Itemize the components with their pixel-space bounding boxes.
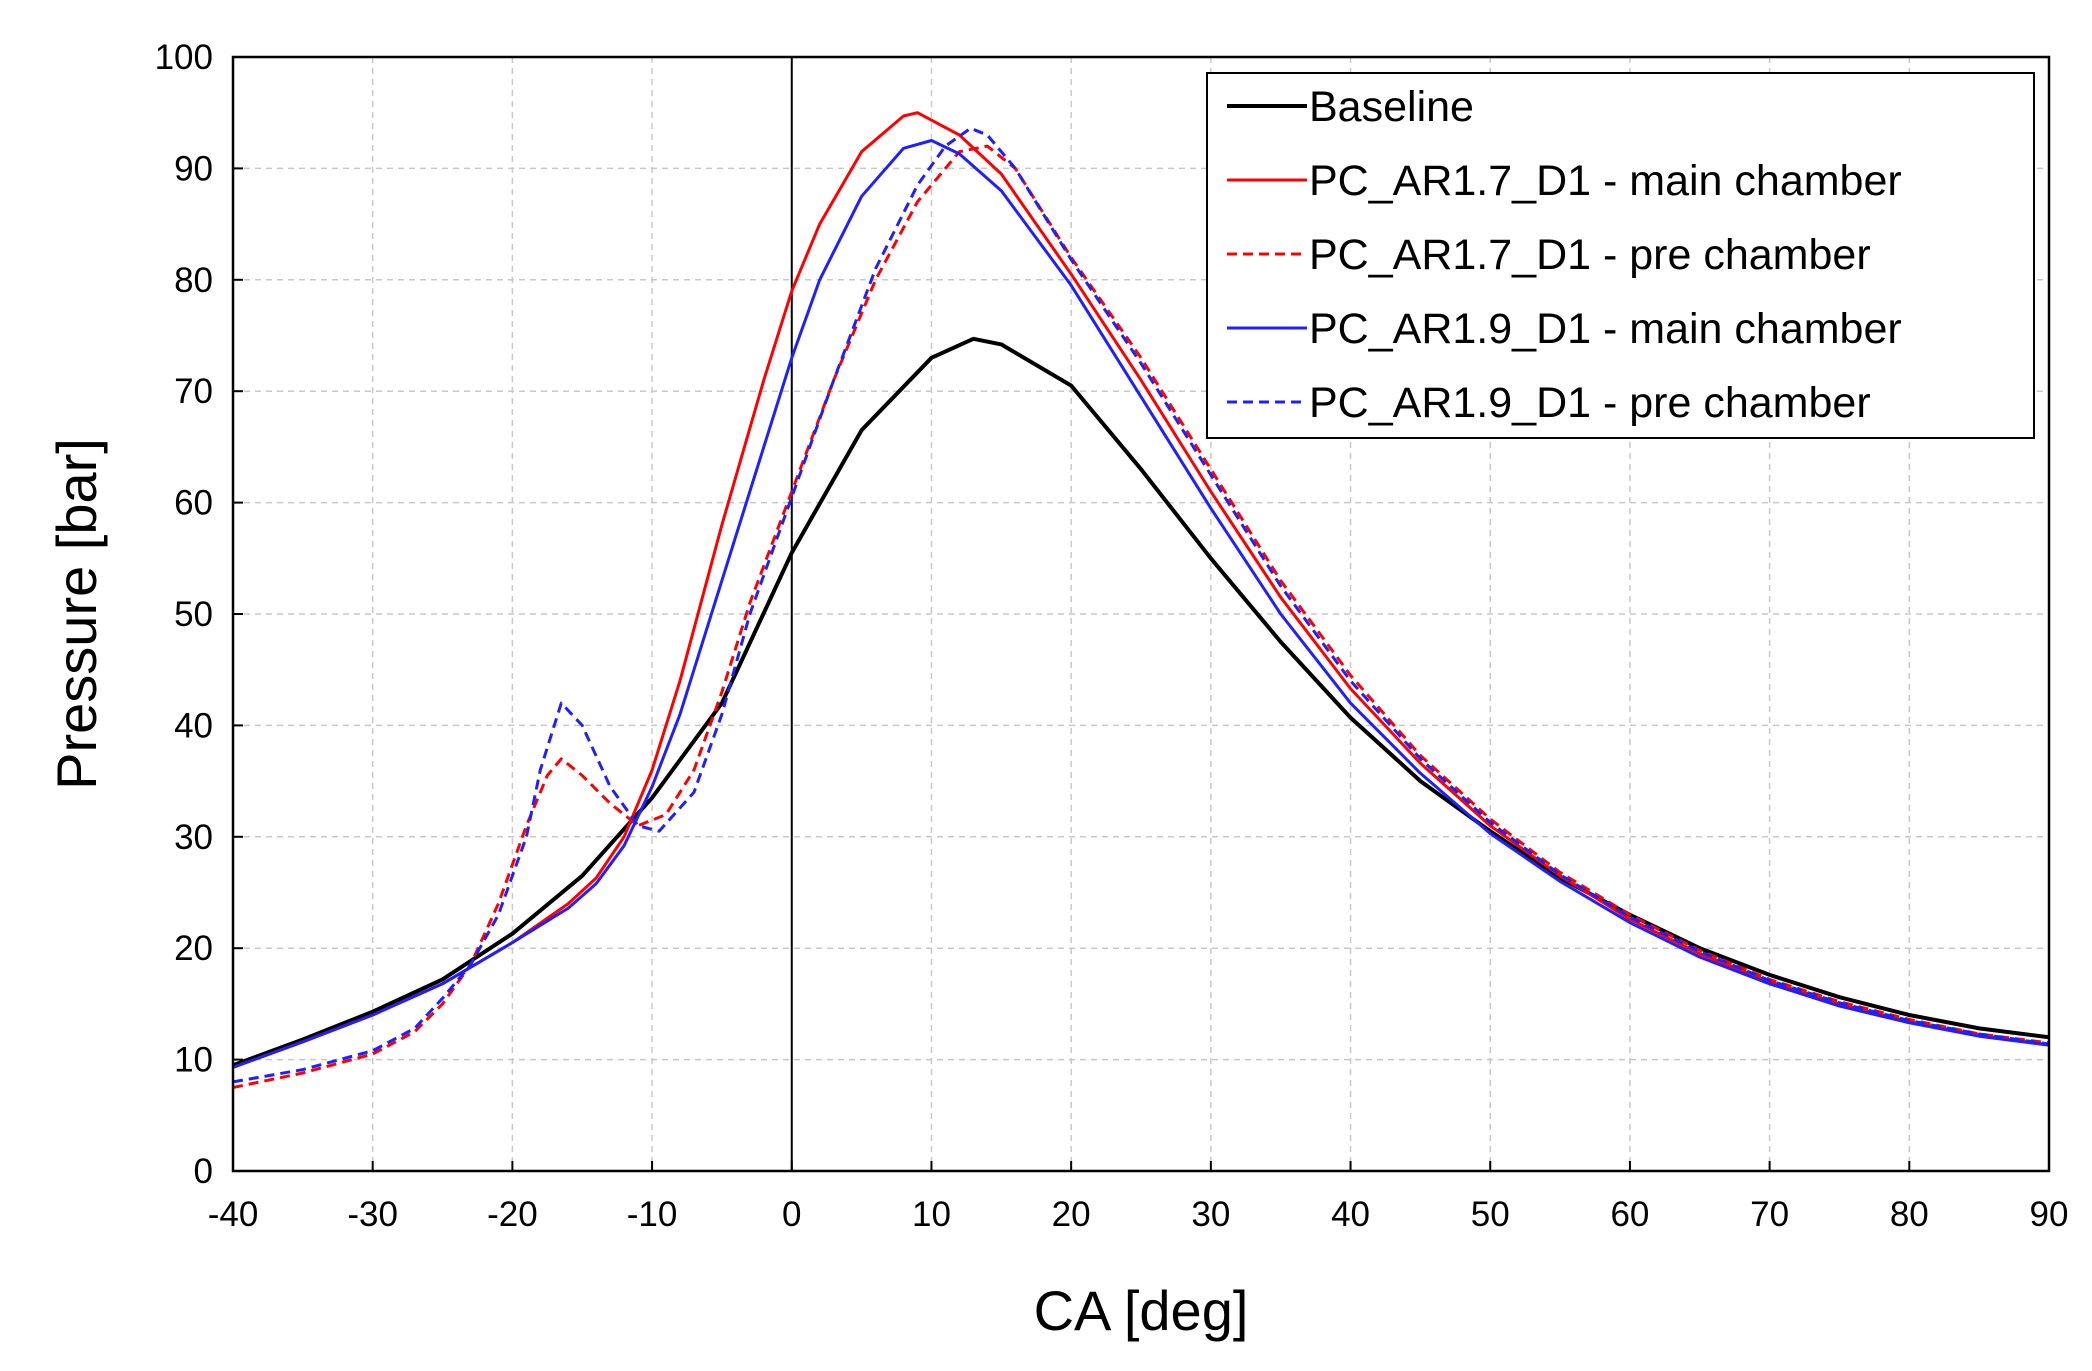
legend-label: PC_AR1.7_D1 - main chamber [1309,157,1902,205]
x-tick-label: 60 [1610,1195,1649,1234]
ticks: -40 -30 -20 -10 0 10 20 30 40 50 60 70 80 90 0 10 20 30 40… [155,38,2069,1234]
y-axis-title: Pressure [bar] [45,438,108,790]
x-tick-label: 90 [2030,1195,2069,1234]
y-tick-label: 70 [174,372,213,411]
y-tick-label: 40 [174,706,213,745]
grid [233,57,2049,1171]
x-tick-label: 70 [1750,1195,1789,1234]
legend-box [1206,72,2035,439]
legend-label: Baseline [1309,83,1474,131]
x-tick-label: 50 [1471,1195,1510,1234]
legend-label: PC_AR1.7_D1 - pre chamber [1309,231,1871,279]
y-tick-label: 20 [174,929,213,968]
legend-label: PC_AR1.9_D1 - pre chamber [1309,379,1871,427]
x-tick-label: -20 [487,1195,538,1234]
y-tick-label: 80 [174,261,213,300]
x-tick-label: 0 [782,1195,801,1234]
series-line-pc-ar1-9-d1-pre-chamber [233,126,2049,1084]
x-axis-title: CA [deg] [1034,1279,1249,1342]
series-line-pc-ar1-7-d1-pre-chamber [233,144,2049,1089]
x-tick-label: 80 [1890,1195,1929,1234]
series-line-baseline [233,336,2049,1068]
y-tick-label: 90 [174,149,213,188]
x-tick-label: -30 [347,1195,398,1234]
legend-label: PC_AR1.9_D1 - main chamber [1309,305,1902,353]
series-lines [233,111,2049,1089]
x-tick-label: -10 [627,1195,678,1234]
x-tick-label: 30 [1191,1195,1230,1234]
x-tick-label: -40 [208,1195,259,1234]
y-tick-label: 0 [194,1152,213,1191]
legend: Baseline PC_AR1.7_D1 - main chamber PC_AR1… [1206,72,2035,439]
series-line-pc-ar1-7-d1-main-chamber [233,111,2049,1069]
x-tick-label: 40 [1331,1195,1370,1234]
x-tick-label: 20 [1052,1195,1091,1234]
y-tick-label: 100 [155,38,213,77]
y-tick-label: 30 [174,818,213,857]
y-tick-label: 10 [174,1041,213,1080]
x-tick-label: 10 [912,1195,951,1234]
y-tick-label: 60 [174,484,213,523]
series-line-pc-ar1-9-d1-main-chamber [233,139,2049,1069]
y-tick-label: 50 [174,595,213,634]
